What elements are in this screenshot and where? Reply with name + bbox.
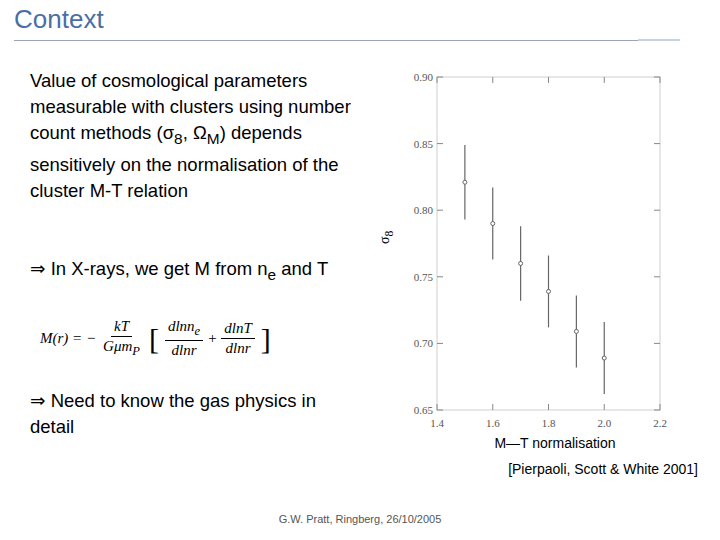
- x-tick-label: 1.6: [486, 417, 500, 429]
- denominator: GμmP: [100, 337, 143, 359]
- text-part: dlnr: [172, 342, 197, 358]
- point: [491, 222, 495, 226]
- subscript: P: [132, 344, 140, 358]
- subscript: 8: [383, 231, 396, 237]
- plot-frame: [437, 77, 660, 410]
- text-part: ⇒ In X-rays, we get M from n: [30, 258, 268, 279]
- point: [574, 329, 578, 333]
- subscript: e: [195, 324, 201, 338]
- text-part: , Ω: [183, 122, 207, 143]
- y-tick: [437, 143, 443, 144]
- citation: [Pierpaoli, Scott & White 2001]: [508, 461, 698, 477]
- paragraph: Value of cosmological parameters measura…: [30, 68, 352, 204]
- y-tick: [654, 276, 660, 277]
- fraction: dlnnedlnr: [165, 318, 203, 359]
- text-part: ⇒ Need to know the gas physics in detail: [30, 390, 316, 437]
- point: [602, 356, 606, 360]
- x-tick: [492, 77, 493, 83]
- data-group: [463, 145, 606, 394]
- footer: G.W. Pratt, Ringberg, 26/10/2005: [0, 513, 720, 525]
- y-tick: [654, 410, 660, 411]
- x-tick-label: 1.4: [430, 417, 444, 429]
- point: [519, 261, 523, 265]
- point: [463, 180, 467, 184]
- x-tick-label: 1.8: [542, 417, 556, 429]
- x-tick-label: 2.2: [653, 417, 667, 429]
- text-part: dlnr: [226, 340, 251, 356]
- y-tick-label: 0.80: [414, 204, 434, 216]
- y-tick: [437, 343, 443, 344]
- x-axis-label: M—T normalisation: [455, 435, 655, 451]
- y-axis-label: σ8: [377, 231, 396, 244]
- y-tick: [437, 276, 443, 277]
- equation-text: ]: [261, 322, 271, 356]
- equation-text: +: [207, 330, 217, 347]
- x-tick: [437, 404, 438, 410]
- equation-text: [: [149, 322, 159, 356]
- x-tick: [548, 77, 549, 83]
- text-part: dlnT: [224, 320, 252, 336]
- text-part: kT: [114, 318, 129, 334]
- subscript: 8: [174, 130, 183, 147]
- y-tick: [437, 210, 443, 211]
- text-part: dlnn: [168, 318, 195, 334]
- title-rule-accent: [638, 39, 680, 41]
- x-tick: [548, 404, 549, 410]
- fraction: kT GμmP: [100, 318, 143, 359]
- y-tick: [437, 410, 443, 411]
- y-tick: [654, 77, 660, 78]
- y-tick: [654, 143, 660, 144]
- title-rule: [14, 40, 638, 41]
- numerator: dlnT: [221, 320, 255, 339]
- y-tick: [437, 77, 443, 78]
- text-part: σ: [377, 237, 392, 245]
- y-tick: [654, 343, 660, 344]
- subscript: M: [207, 130, 220, 147]
- x-tick-label: 2.0: [597, 417, 611, 429]
- bullet: ⇒ Need to know the gas physics in detail: [30, 388, 360, 440]
- y-tick: [654, 210, 660, 211]
- x-tick: [492, 404, 493, 410]
- x-tick: [604, 404, 605, 410]
- slide-title: Context: [14, 4, 104, 35]
- equation: M(r) = −kTGμmP[dlnnedlnr+dlnTdlnr]: [40, 318, 273, 359]
- subscript: e: [268, 266, 277, 283]
- numerator: kT: [111, 318, 132, 337]
- numerator: dlnne: [165, 318, 203, 341]
- x-tick: [604, 77, 605, 83]
- chart: 0.65 0.70 0.75 0.80 0.85 0.90 1.4 1.6 1.8 2.0 2.2: [0, 0, 720, 540]
- x-tick: [660, 77, 661, 83]
- y-tick-label: 0.75: [414, 271, 434, 283]
- point: [547, 289, 551, 293]
- text-part: Gμm: [103, 338, 132, 354]
- fraction: dlnT dlnr: [221, 320, 255, 357]
- x-tick: [660, 404, 661, 410]
- denominator: dlnr: [169, 341, 200, 359]
- denominator: dlnr: [223, 339, 254, 357]
- bullet: ⇒ In X-rays, we get M from ne and T: [30, 256, 360, 288]
- equation-text: M(r) = −: [40, 330, 96, 347]
- y-tick-label: 0.90: [414, 71, 434, 83]
- y-tick-label: 0.70: [414, 337, 434, 349]
- x-tick: [437, 77, 438, 83]
- y-tick-label: 0.65: [414, 404, 434, 416]
- text-part: and T: [276, 258, 328, 279]
- y-tick-label: 0.85: [414, 138, 434, 150]
